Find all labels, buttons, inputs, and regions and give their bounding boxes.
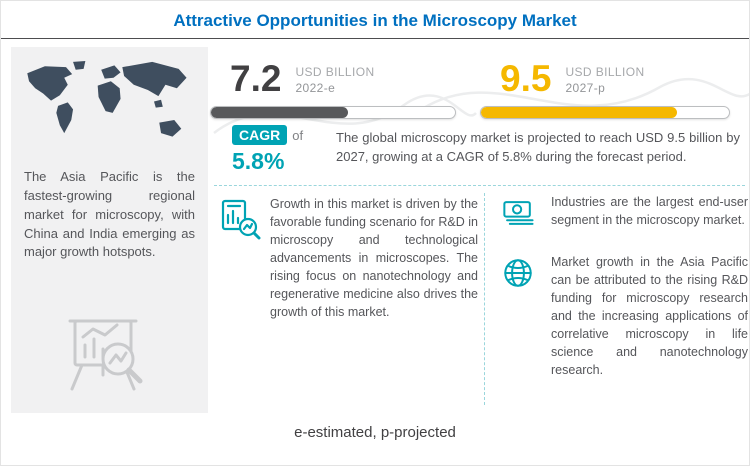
current-progress-bar xyxy=(210,106,456,120)
market-summary-text: The global microscopy market is projecte… xyxy=(336,130,740,164)
current-progress-fill xyxy=(211,107,348,119)
insight-end-user-text: Industries are the largest end-user segm… xyxy=(551,195,748,227)
page-title: Attractive Opportunities in the Microsco… xyxy=(173,11,577,30)
main-content: 7.2 USD BILLION 2022-e 9.5 USD BILLION 2… xyxy=(208,47,749,413)
current-unit: USD BILLION 2022-e xyxy=(295,61,374,96)
regional-panel: The Asia Pacific is the fastest-growing … xyxy=(11,47,208,413)
current-unit-label: USD BILLION xyxy=(295,65,375,79)
projected-progress-bar xyxy=(480,106,730,120)
projected-unit-label: USD BILLION xyxy=(565,65,645,79)
current-value: 7.2 xyxy=(230,58,282,99)
projected-value: 9.5 xyxy=(500,58,552,99)
research-magnifier-icon xyxy=(221,199,261,240)
chart-magnifier-icon xyxy=(68,319,142,391)
cagr-block: CAGR of 5.8% xyxy=(232,125,303,175)
growth-driver-box: Growth in this market is driven by the f… xyxy=(214,195,480,321)
insight-asia-pacific-text: Market growth in the Asia Pacific can be… xyxy=(551,255,748,377)
stat-projected-market-size: 9.5 USD BILLION 2027-p xyxy=(480,58,730,120)
projected-progress-fill xyxy=(481,107,677,119)
horizontal-divider xyxy=(214,185,745,186)
projected-unit: USD BILLION 2027-p xyxy=(565,61,644,96)
cagr-of-label: of xyxy=(292,128,304,143)
globe-icon xyxy=(504,259,532,287)
cagr-label-chip: CAGR xyxy=(232,125,288,145)
footnote: e-estimated, p-projected xyxy=(294,424,456,441)
header: Attractive Opportunities in the Microsco… xyxy=(1,1,749,39)
current-year: 2022-e xyxy=(295,80,336,95)
stat-projected-head: 9.5 USD BILLION 2027-p xyxy=(480,58,730,99)
industries-icon xyxy=(503,201,534,225)
cagr-value: 5.8% xyxy=(232,148,285,174)
stat-current-market-size: 7.2 USD BILLION 2022-e xyxy=(210,58,458,120)
growth-driver-text: Growth in this market is driven by the f… xyxy=(270,197,478,319)
vertical-divider xyxy=(484,193,485,405)
regional-highlight-text: The Asia Pacific is the fastest-growing … xyxy=(24,169,195,260)
insight-end-user: Industries are the largest end-user segm… xyxy=(498,193,748,233)
insight-asia-pacific: Market growth in the Asia Pacific can be… xyxy=(498,253,748,379)
world-map-illustration xyxy=(26,60,187,137)
projected-year: 2027-p xyxy=(565,80,606,95)
stat-current-head: 7.2 USD BILLION 2022-e xyxy=(210,58,458,99)
insights-column: Industries are the largest end-user segm… xyxy=(498,193,748,399)
